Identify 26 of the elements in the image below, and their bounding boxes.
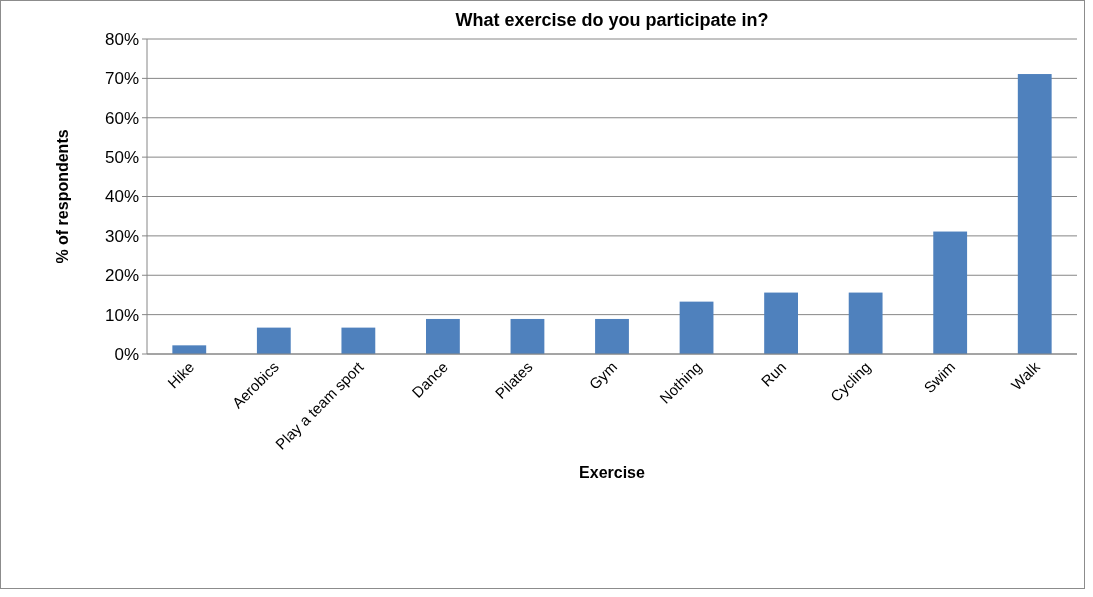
y-tick-label: 50% xyxy=(104,148,139,168)
y-tick-label: 10% xyxy=(104,305,139,325)
x-tick-label: Gym xyxy=(585,358,621,393)
bar xyxy=(426,318,460,354)
bar xyxy=(172,345,207,354)
bar xyxy=(595,318,629,354)
bar xyxy=(848,292,883,354)
bar xyxy=(256,327,291,354)
bar xyxy=(1017,74,1052,354)
x-axis-title: Exercise xyxy=(579,464,646,481)
y-tick-label: 40% xyxy=(104,187,139,207)
y-tick-label: 20% xyxy=(104,266,139,286)
y-axis-title: % of respondents xyxy=(54,129,71,264)
y-tick-label: 30% xyxy=(104,226,139,246)
bar xyxy=(510,318,545,354)
bar xyxy=(341,327,376,354)
bar xyxy=(679,301,714,354)
y-tick-label: 80% xyxy=(104,29,139,49)
bar xyxy=(933,231,968,354)
x-tick-label: Hike xyxy=(164,358,198,392)
y-tick-label: 70% xyxy=(104,69,139,89)
x-tick-label: Run xyxy=(757,358,790,390)
y-tick-label: 60% xyxy=(104,108,139,128)
bar xyxy=(764,292,798,354)
chart-title: What exercise do you participate in? xyxy=(455,10,769,30)
y-tick-label: 0% xyxy=(114,344,139,364)
